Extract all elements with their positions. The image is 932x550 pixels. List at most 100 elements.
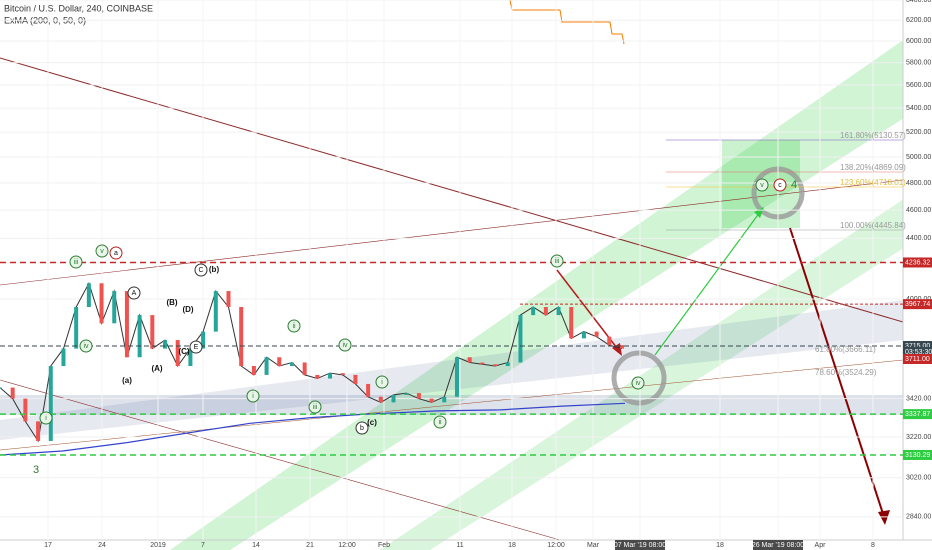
x-tick-label: 07 Mar '19 08:00 (614, 542, 666, 549)
wave-label: (C) (178, 347, 189, 356)
x-tick-label: 7 (201, 542, 205, 549)
trend-line (0, 359, 904, 451)
wave-label: iv (635, 380, 641, 387)
candle (99, 283, 104, 324)
y-tick-label: 5600.00 (906, 82, 931, 89)
candle (505, 362, 510, 367)
price-tag-label: 03:53:30 (905, 349, 932, 356)
candle (429, 398, 434, 403)
price-tag-label: 3715.00 (905, 343, 930, 350)
price-tag-label: 3337.87 (905, 411, 930, 418)
candle (48, 366, 53, 441)
candle (416, 393, 421, 399)
gray-zone (0, 300, 903, 440)
price-tag-label: 3130.29 (905, 452, 930, 459)
price-tag (903, 449, 932, 460)
candle (569, 306, 574, 339)
candle (0, 387, 2, 389)
fib-label: 161.80%(5130.57) (840, 131, 906, 140)
series-line (0, 282, 623, 443)
y-tick-label: 4800.00 (906, 180, 931, 187)
time-highlight (615, 540, 665, 550)
x-tick-label: 21 (306, 542, 314, 549)
y-tick-label: 6200.00 (906, 17, 931, 24)
series-line (0, 402, 626, 456)
candle (467, 357, 472, 363)
wave-label: ii (292, 323, 296, 330)
wave-marker (194, 263, 208, 277)
candle (543, 306, 548, 316)
target-circle (611, 350, 667, 406)
fib-label: 61.80%(3666.11) (815, 345, 876, 354)
wave-label: c (778, 182, 782, 189)
wave-marker (39, 411, 53, 425)
y-tick-label: 3020.00 (906, 475, 931, 482)
green-channel (380, 180, 932, 550)
candle (213, 291, 218, 332)
wave-label: iii (555, 258, 560, 265)
candle (86, 283, 91, 307)
wave-marker (189, 340, 203, 354)
candle (74, 306, 79, 349)
x-tick-label: 14 (252, 542, 260, 549)
wave-label: E (194, 344, 199, 351)
candle (289, 362, 294, 367)
price-tag (903, 409, 932, 420)
candle (150, 315, 155, 349)
wave-label: (D) (182, 305, 193, 314)
wave-label: i (45, 415, 47, 422)
wave-marker (338, 338, 352, 352)
price-tag-label: 3967.74 (905, 301, 930, 308)
wave-marker (550, 254, 564, 268)
candle (226, 291, 231, 307)
chart-title: Bitcoin / U.S. Dollar, 240, COINBASE (4, 3, 153, 13)
candle (112, 291, 117, 324)
wave-marker (355, 421, 369, 435)
wave-label: i (252, 393, 254, 400)
candle (61, 348, 66, 367)
candle (556, 306, 561, 316)
candle (23, 398, 28, 422)
candle (137, 315, 142, 358)
time-highlight (753, 540, 803, 550)
wave-marker (109, 246, 123, 260)
candle (454, 357, 459, 397)
y-tick-label: 6400.00 (906, 0, 931, 4)
candle (10, 387, 15, 399)
candle (277, 357, 282, 367)
y-tick-label: 6000.00 (906, 38, 931, 45)
arrow (789, 227, 886, 521)
y-tick-label: 5200.00 (906, 129, 931, 136)
candle (518, 315, 523, 363)
x-tick-label: Feb (378, 542, 390, 549)
wave-marker (308, 400, 322, 414)
candle (391, 394, 396, 403)
wave-label: (a) (122, 376, 132, 385)
trend-line (0, 379, 561, 541)
fib-label: 123.60%(4718.01) (840, 178, 906, 187)
y-tick-label: 3220.00 (906, 434, 931, 441)
wave-label: iii (313, 404, 318, 411)
candle (328, 373, 333, 379)
x-tick-label: 17 (44, 542, 52, 549)
wave-marker (433, 415, 447, 429)
wave-label: (c) (367, 418, 377, 427)
x-tick-label: 24 (98, 542, 106, 549)
wave-marker (773, 178, 787, 192)
wave-label: v (100, 248, 104, 255)
wave-label: v (760, 182, 764, 189)
candle (442, 396, 447, 403)
candle (480, 362, 485, 365)
candle (124, 291, 129, 358)
candle (201, 331, 206, 349)
candle (607, 336, 612, 346)
candle (493, 364, 498, 367)
x-tick-label: 18 (508, 542, 516, 549)
wave-label: 4 (791, 179, 797, 191)
candle (175, 340, 180, 367)
price-tag (903, 341, 932, 352)
wave-label: C (198, 267, 203, 274)
wave-label: (B) (166, 298, 177, 307)
